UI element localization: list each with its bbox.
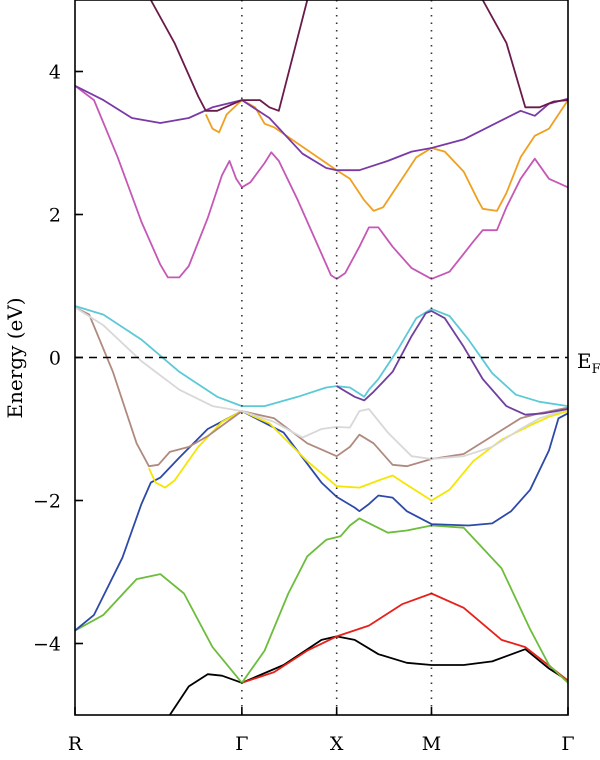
band-line-10 [75, 85, 568, 280]
band-line-8 [75, 305, 568, 408]
band-line-1 [169, 635, 568, 715]
y-tick-label: −4 [33, 634, 61, 656]
band-line-4 [75, 410, 568, 632]
fermi-label-main: E [577, 349, 592, 373]
y-tick-label: 2 [49, 205, 61, 227]
y-axis-ticks: 4 2 0 −2 −4 [33, 62, 83, 656]
band-line-3 [75, 517, 568, 684]
band-line-6 [75, 306, 568, 468]
band-line-13 [150, 0, 309, 112]
band-line-14 [481, 0, 568, 109]
band-line-2 [241, 592, 568, 684]
y-tick-label: 0 [49, 348, 61, 370]
fermi-level-label: EF [577, 349, 600, 377]
x-tick-label: Γ [561, 733, 574, 755]
band-lines [75, 0, 568, 715]
x-tick-label: R [68, 733, 83, 755]
band-line-9 [336, 310, 568, 416]
x-tick-label: X [330, 733, 344, 755]
band-line-7 [75, 306, 568, 460]
band-line-5 [148, 410, 568, 502]
x-tick-label: Γ [235, 733, 248, 755]
y-tick-label: −2 [33, 491, 61, 513]
fermi-label-sub: F [592, 362, 600, 377]
y-axis-label: Energy (eV) [3, 297, 27, 418]
band-line-12 [75, 84, 568, 172]
y-tick-label: 4 [49, 62, 61, 84]
x-tick-label: M [422, 733, 441, 755]
